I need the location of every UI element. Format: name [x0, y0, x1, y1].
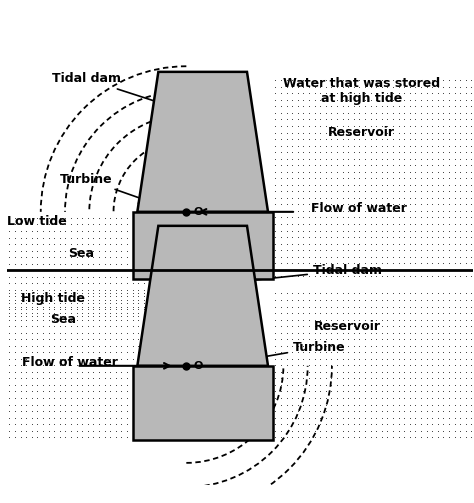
Text: Turbine: Turbine [60, 173, 168, 209]
Text: Tidal dam: Tidal dam [242, 264, 382, 283]
Bar [133, 366, 273, 441]
Text: Flow of water: Flow of water [22, 356, 118, 369]
Bar [133, 212, 273, 280]
Text: Sea: Sea [50, 313, 76, 325]
Polygon shape [137, 72, 268, 212]
Text: O: O [193, 361, 203, 371]
Text: High tide: High tide [21, 292, 85, 305]
Text: Sea: Sea [68, 247, 94, 261]
Text: Water that was stored
at high tide: Water that was stored at high tide [283, 76, 440, 105]
Polygon shape [137, 226, 268, 366]
Text: Flow of water: Flow of water [311, 202, 407, 215]
Text: Tidal dam: Tidal dam [52, 72, 161, 104]
Text: Reservoir: Reservoir [314, 320, 381, 332]
Text: O: O [193, 207, 203, 217]
Text: Turbine: Turbine [235, 341, 346, 363]
Text: Low tide: Low tide [7, 215, 67, 228]
Text: Reservoir: Reservoir [328, 126, 395, 139]
